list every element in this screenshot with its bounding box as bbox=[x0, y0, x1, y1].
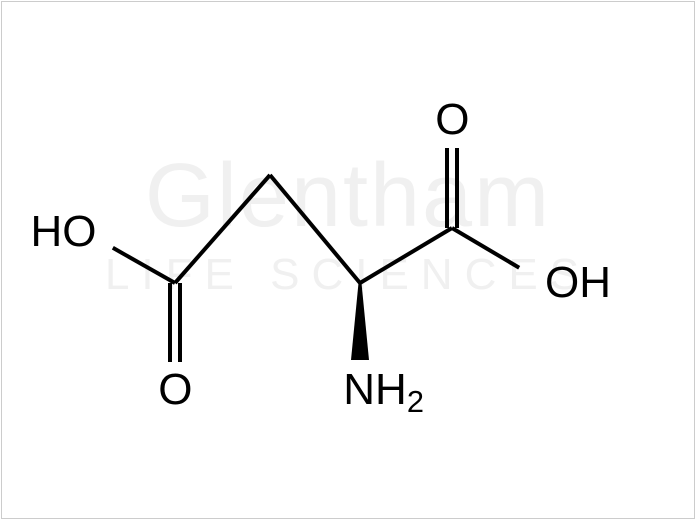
atom-HO_left: HO bbox=[30, 210, 96, 254]
atom-OH_right: OH bbox=[545, 261, 611, 305]
atom-O_dbl_r: O bbox=[435, 98, 469, 142]
atom-NH2: NH2 bbox=[343, 368, 424, 412]
atom-O_dbl_l: O bbox=[158, 368, 192, 412]
